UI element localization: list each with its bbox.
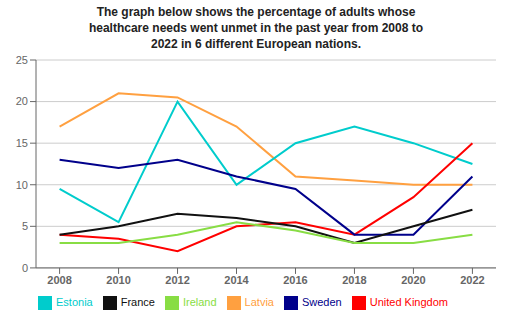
html-text:Estonia: Estonia <box>56 295 93 308</box>
svg-text:20: 20 <box>16 95 28 107</box>
svg-text:2016: 2016 <box>283 274 307 286</box>
svg-text:10: 10 <box>16 179 28 191</box>
html-text:Ireland: Ireland <box>183 295 217 308</box>
svg-text:25: 25 <box>16 54 28 66</box>
svg-text:2014: 2014 <box>224 274 249 286</box>
html-text:The graph below shows the perc: The graph below shows the percentage of … <box>88 5 423 51</box>
html-text:Sweden: Sweden <box>302 295 342 308</box>
svg-text:2008: 2008 <box>47 274 71 286</box>
html-text:United Kingdom: United Kingdom <box>369 295 448 308</box>
svg-text:2010: 2010 <box>106 274 130 286</box>
html-text:France: France <box>120 295 155 308</box>
svg-text:2022: 2022 <box>460 274 484 286</box>
svg-text:0: 0 <box>22 262 28 274</box>
svg-text:2012: 2012 <box>165 274 189 286</box>
svg-text:5: 5 <box>22 220 28 232</box>
svg-text:2020: 2020 <box>401 274 425 286</box>
svg-text:2018: 2018 <box>342 274 366 286</box>
svg-text:15: 15 <box>16 137 28 149</box>
html-text:Latvia: Latvia <box>244 295 274 308</box>
